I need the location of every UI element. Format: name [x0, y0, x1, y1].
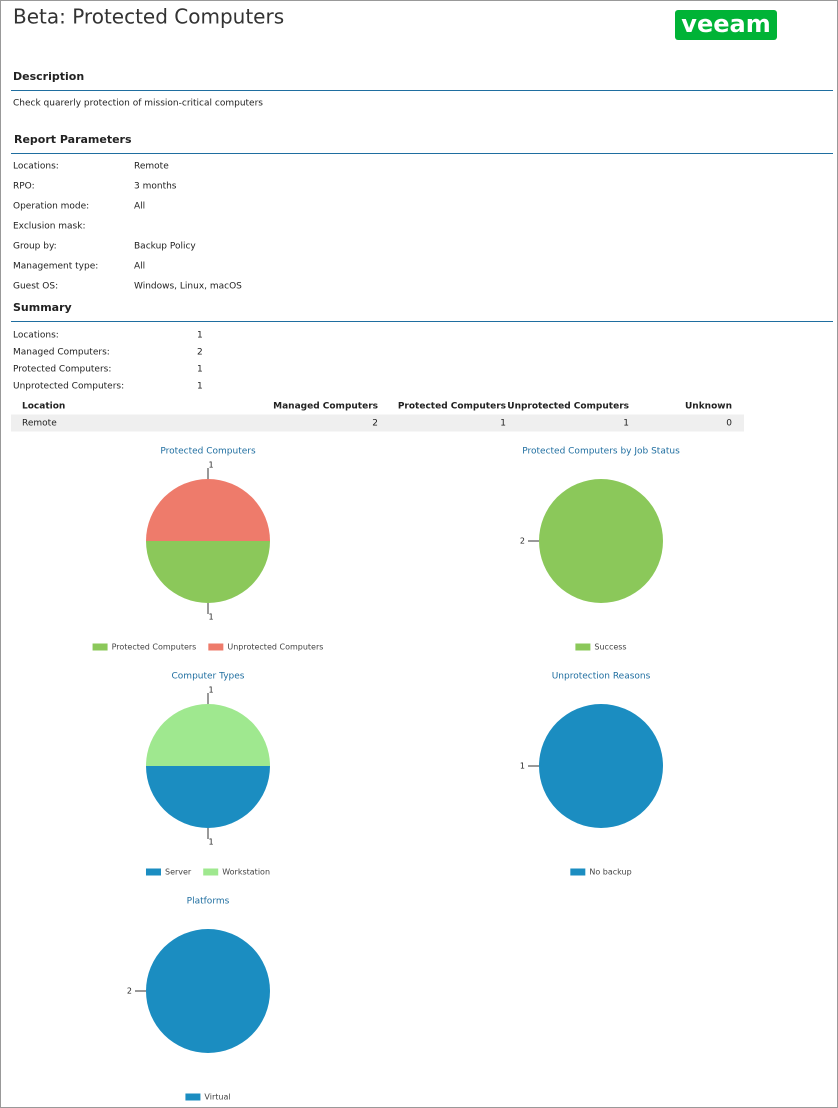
table-cell: 2: [372, 419, 378, 429]
summary-value: 2: [197, 348, 203, 358]
legend: Success: [575, 643, 627, 652]
table-cell: 1: [623, 419, 629, 429]
table-header: Location: [22, 402, 65, 412]
report-title: Beta: Protected Computers: [13, 5, 284, 29]
pie-slice: [146, 766, 270, 828]
legend-swatch: [208, 643, 224, 651]
legend-label: Unprotected Computers: [227, 643, 323, 652]
param-value: All: [134, 202, 145, 212]
legend-swatch: [185, 1093, 201, 1101]
logo: veeam: [681, 10, 770, 38]
legend-label: Virtual: [204, 1093, 230, 1102]
summary-label: Locations:: [13, 331, 59, 341]
param-label: Exclusion mask:: [13, 222, 85, 232]
data-label: 2: [520, 537, 525, 546]
section-heading: Summary: [13, 301, 72, 314]
table-header: Unprotected Computers: [507, 402, 629, 412]
chart-title: Platforms: [187, 897, 230, 907]
pie-slice: [539, 479, 663, 603]
legend: Virtual: [185, 1093, 231, 1102]
legend: Protected Computers Unprotected Computers: [92, 643, 323, 652]
legend: Server Workstation: [145, 868, 270, 877]
table-cell: 0: [726, 419, 732, 429]
param-label: Operation mode:: [13, 202, 89, 212]
chart-title: Protected Computers: [160, 447, 256, 457]
pie-slice: [146, 704, 270, 766]
description-text: Check quarerly protection of mission-cri…: [13, 99, 263, 109]
summary-value: 1: [197, 331, 203, 341]
table-header: Managed Computers: [273, 402, 378, 412]
chart-title: Computer Types: [172, 672, 245, 682]
param-value: Backup Policy: [134, 242, 196, 252]
legend-swatch: [570, 868, 586, 876]
summary-value: 1: [197, 365, 203, 375]
section-heading: Description: [13, 70, 84, 83]
legend-label: Workstation: [222, 868, 270, 877]
chart-title: Protected Computers by Job Status: [522, 447, 680, 457]
table-header: Unknown: [685, 402, 732, 412]
legend: No backup: [570, 868, 632, 877]
param-value: Remote: [134, 162, 169, 172]
table-cell: Remote: [22, 419, 57, 429]
legend-label: Protected Computers: [112, 643, 197, 652]
param-label: Management type:: [13, 262, 98, 272]
param-label: RPO:: [13, 182, 35, 192]
pie-slice: [146, 541, 270, 603]
data-label: 1: [520, 762, 525, 771]
param-value: 3 months: [134, 182, 177, 192]
legend-label: No backup: [589, 868, 631, 877]
legend-swatch: [145, 868, 161, 876]
data-label: 1: [208, 613, 213, 622]
legend-swatch: [92, 643, 108, 651]
table-cell: 1: [500, 419, 506, 429]
data-label: 1: [208, 686, 213, 695]
pie-slice: [146, 929, 270, 1053]
table-row-bg: [11, 414, 744, 432]
param-label: Group by:: [13, 242, 57, 252]
logo-box: [675, 10, 777, 40]
section-heading: Report Parameters: [14, 133, 132, 146]
legend-swatch: [203, 868, 219, 876]
pie-slice: [146, 479, 270, 541]
legend-label: Success: [594, 643, 626, 652]
table-header: Protected Computers: [398, 402, 506, 412]
summary-value: 1: [197, 382, 203, 392]
param-label: Guest OS:: [13, 282, 58, 292]
data-label: 1: [208, 838, 213, 847]
summary-label: Protected Computers:: [13, 365, 111, 375]
legend-swatch: [575, 643, 591, 651]
param-value: All: [134, 262, 145, 272]
data-label: 2: [127, 987, 132, 996]
data-label: 1: [208, 461, 213, 470]
legend-label: Server: [165, 868, 192, 877]
param-label: Locations:: [13, 162, 59, 172]
summary-label: Managed Computers:: [13, 348, 110, 358]
pie-slice: [539, 704, 663, 828]
summary-label: Unprotected Computers:: [13, 382, 124, 392]
param-value: Windows, Linux, macOS: [134, 282, 242, 292]
chart-title: Unprotection Reasons: [552, 672, 651, 682]
